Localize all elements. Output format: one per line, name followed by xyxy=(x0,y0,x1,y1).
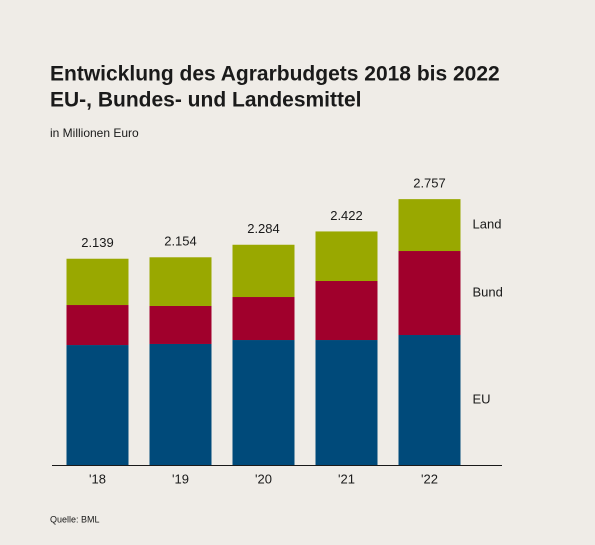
bar-segment xyxy=(315,231,378,282)
bar-segment xyxy=(149,343,212,465)
source: Quelle: BML xyxy=(50,514,100,524)
total-label: 2.154 xyxy=(164,234,197,249)
bar-segment xyxy=(315,281,378,341)
bar-segment xyxy=(66,258,129,306)
chart-title: Entwicklung des Agrarbudgets 2018 bis 20… xyxy=(50,63,500,86)
bar-segment xyxy=(398,335,461,465)
x-tick-label: '19 xyxy=(172,471,189,486)
chart-subtitle: in Millionen Euro xyxy=(50,126,139,140)
bar-segment xyxy=(398,199,461,252)
total-label: 2.139 xyxy=(81,235,114,250)
bar-segment xyxy=(149,305,212,344)
bar-segment xyxy=(398,251,461,336)
bar-segment xyxy=(232,340,295,465)
total-label: 2.757 xyxy=(413,176,446,191)
bar-segment xyxy=(232,297,295,341)
legend-label: Bund xyxy=(473,284,503,299)
legend-label: EU xyxy=(473,391,491,406)
total-label: 2.284 xyxy=(247,221,280,236)
bar-segment xyxy=(232,244,295,298)
bar-segment xyxy=(66,345,129,465)
legend-label: Land xyxy=(473,217,502,232)
bar-segment xyxy=(149,257,212,306)
bar-segment xyxy=(66,305,129,346)
total-label: 2.422 xyxy=(330,208,363,223)
x-tick-label: '22 xyxy=(421,471,438,486)
x-tick-label: '20 xyxy=(255,471,272,486)
chart-title: EU-, Bundes- und Landesmittel xyxy=(50,89,362,112)
x-tick-label: '21 xyxy=(338,471,355,486)
bar-segment xyxy=(315,340,378,465)
x-tick-label: '18 xyxy=(89,471,106,486)
